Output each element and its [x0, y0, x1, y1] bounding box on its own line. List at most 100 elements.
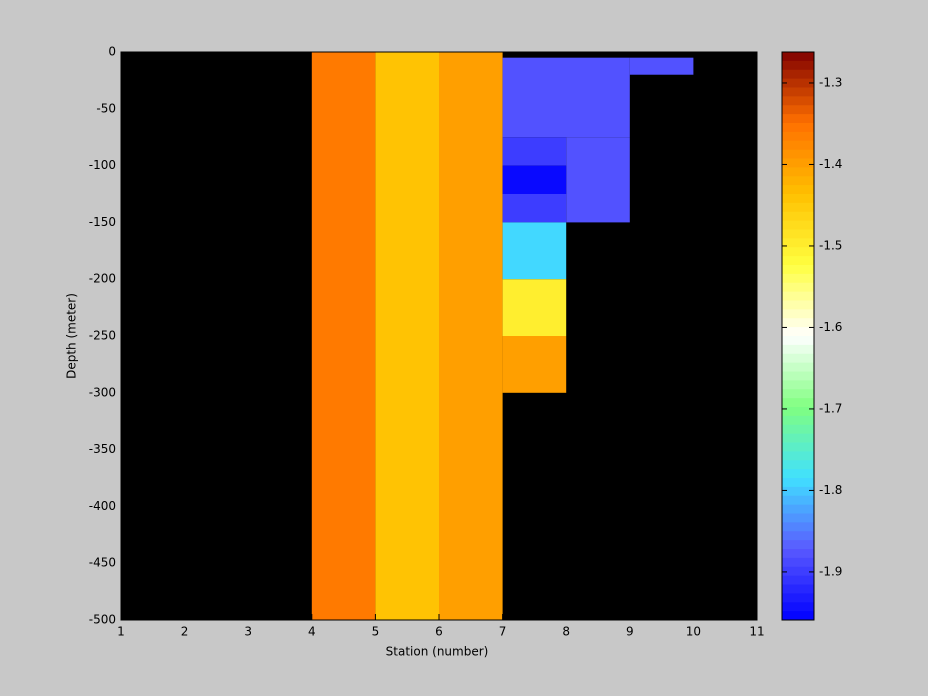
x-tick-label: 11 — [749, 625, 764, 639]
colorbar-segment — [782, 291, 814, 301]
colorbar-tick-label: -1.7 — [819, 401, 842, 415]
colorbar-segment — [782, 238, 814, 248]
x-tick-label: 6 — [435, 625, 443, 639]
y-tick-label: -400 — [89, 499, 116, 513]
colorbar-segment — [782, 96, 814, 106]
colorbar-frame — [781, 51, 815, 621]
colorbar-segment — [782, 602, 814, 612]
heat-cell — [502, 137, 567, 166]
heat-cell — [502, 336, 567, 393]
colorbar-segment — [782, 549, 814, 559]
colorbar-segment — [782, 353, 814, 364]
y-tick-label: -150 — [89, 215, 116, 229]
colorbar-segment — [782, 495, 814, 506]
colorbar-segment — [782, 256, 814, 266]
x-tick-label: 2 — [181, 625, 189, 639]
x-tick-label: 4 — [308, 625, 316, 639]
colorbar-tick-label: -1.8 — [819, 483, 842, 497]
y-axis-label: Depth (meter) — [65, 293, 79, 379]
x-tick-label: 1 — [117, 625, 125, 639]
colorbar-segment — [782, 309, 814, 319]
colorbar-segment — [782, 442, 814, 452]
x-tick-label: 5 — [372, 625, 380, 639]
colorbar-segment — [782, 531, 814, 541]
colorbar-segment — [782, 52, 814, 62]
colorbar-segment — [782, 158, 814, 168]
colorbar-segment — [782, 424, 814, 435]
heat-cell — [502, 165, 567, 194]
colorbar-segment — [782, 282, 814, 293]
y-tick-label: 0 — [108, 45, 116, 59]
y-tick-label: -350 — [89, 442, 116, 456]
heat-cell — [502, 222, 567, 280]
colorbar-segment — [782, 407, 814, 417]
colorbar-segment — [782, 557, 814, 568]
colorbar-segment — [782, 123, 814, 133]
x-tick-label: 3 — [244, 625, 252, 639]
colorbar-segment — [782, 398, 814, 408]
colorbar-segment — [782, 318, 814, 328]
x-tick-label: 8 — [562, 625, 570, 639]
colorbar-segment — [782, 540, 814, 550]
y-tick-label: -300 — [89, 385, 116, 399]
colorbar-segment — [782, 131, 814, 142]
colorbar-segment — [782, 327, 814, 337]
colorbar-segment — [782, 593, 814, 603]
colorbar-segment — [782, 176, 814, 186]
x-tick-label: 7 — [499, 625, 507, 639]
colorbar-segment — [782, 69, 814, 80]
colorbar-segment — [782, 105, 814, 115]
colorbar-segment — [782, 220, 814, 230]
colorbar-tick-label: -1.4 — [819, 157, 842, 171]
colorbar-segment — [782, 60, 814, 71]
colorbar-segment — [782, 229, 814, 239]
colorbar-segment — [782, 478, 814, 488]
colorbar-segment — [782, 522, 814, 532]
colorbar-segment — [782, 389, 814, 399]
colorbar-segment — [782, 185, 814, 195]
colorbar-segment — [782, 460, 814, 470]
colorbar-segment — [782, 371, 814, 381]
colorbar-segment — [782, 344, 814, 355]
y-tick-label: -200 — [89, 272, 116, 286]
heat-cell — [502, 57, 630, 138]
heat-cell — [629, 57, 694, 75]
colorbar-segment — [782, 504, 814, 514]
x-axis-label: Station (number) — [386, 645, 489, 659]
colorbar-segment — [782, 362, 814, 372]
colorbar-tick-label: -1.6 — [819, 320, 842, 334]
colorbar-segment — [782, 584, 814, 594]
heat-cell — [502, 279, 567, 336]
y-tick-label: -250 — [89, 329, 116, 343]
colorbar-segment — [782, 87, 814, 97]
y-tick-label: -100 — [89, 158, 116, 172]
colorbar-tick-label: -1.5 — [819, 238, 842, 252]
colorbar-segment — [782, 611, 814, 621]
colorbar-segment — [782, 300, 814, 310]
colorbar-segment — [782, 167, 814, 177]
colorbar-tick-label: -1.9 — [819, 564, 842, 578]
colorbar-segment — [782, 336, 814, 346]
heat-cell — [311, 52, 376, 620]
x-tick-label: 9 — [626, 625, 634, 639]
heat-cell — [439, 52, 503, 620]
y-tick-label: -500 — [89, 613, 116, 627]
colorbar-segment — [782, 78, 814, 88]
colorbar-segment — [782, 486, 814, 497]
heat-cell — [502, 194, 567, 223]
colorbar-segment — [782, 380, 814, 390]
colorbar-segment — [782, 433, 814, 443]
y-tick-label: -450 — [89, 556, 116, 570]
y-tick-label: -50 — [96, 101, 116, 115]
colorbar-segment — [782, 265, 814, 275]
colorbar-segment — [782, 247, 814, 257]
colorbar-segment — [782, 211, 814, 222]
colorbar-segment — [782, 469, 814, 479]
colorbar-segment — [782, 149, 814, 159]
colorbar-segment — [782, 415, 814, 426]
heat-cell — [566, 137, 630, 223]
colorbar-segment — [782, 513, 814, 523]
colorbar-tick-label: -1.3 — [819, 75, 842, 89]
colorbar-segment — [782, 566, 814, 577]
